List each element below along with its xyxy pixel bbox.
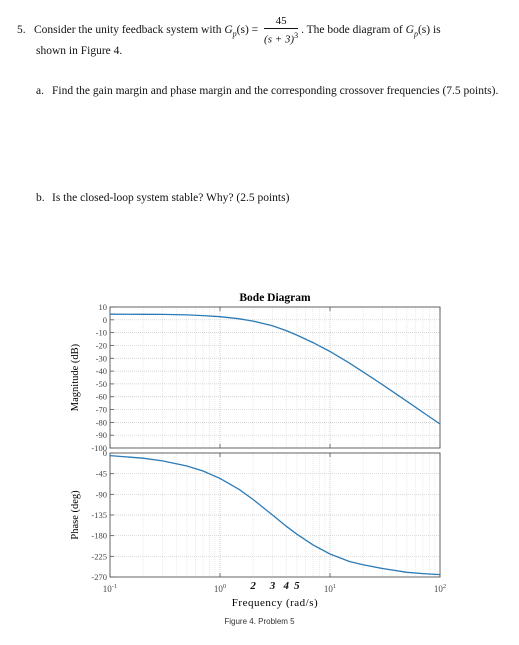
phase-y-tick-label: -225 — [91, 551, 107, 561]
magnitude-panel: 10 0 -10 -20 -30 -40 -50 -60 -70 -80 -90 -100 Magnit… — [70, 302, 441, 453]
x-tick-label: 100 — [214, 583, 226, 594]
magnitude-y-tick-label: -90 — [96, 430, 107, 440]
part-b-label: b. — [36, 192, 45, 204]
transfer-function-symbol: Gp — [224, 23, 237, 39]
magnitude-frame — [109, 306, 441, 449]
problem-statement-line1: 5. Consider the unity feedback system wit… — [17, 15, 512, 46]
handwritten-annotation: 3 — [269, 580, 276, 592]
part-a-text: Find the gain margin and phase margin an… — [52, 85, 499, 97]
phase-y-tick-label: -270 — [91, 572, 107, 582]
problem-number: 5. — [17, 23, 26, 36]
x-axis-label: Frequency (rad/s) — [232, 597, 318, 609]
phase-frame — [109, 452, 441, 578]
transfer-function-arg-2: (s) is — [417, 23, 441, 36]
transfer-function-fraction: 45 (s + 3)3 — [264, 15, 299, 46]
bode-diagram: Bode Diagram 100-10-20-30-40-50-60-70-80… — [70, 292, 446, 609]
problem-intro-after: . The bode diagram of — [301, 23, 403, 36]
problem-statement-line2: shown in Figure 4. — [36, 45, 123, 57]
magnitude-y-tick-label: 10 — [99, 302, 108, 312]
phase-y-axis-label: Phase (deg) — [70, 490, 81, 540]
transfer-function-symbol-2: Gp — [405, 23, 418, 39]
magnitude-y-tick-label: -80 — [96, 417, 107, 427]
phase-y-tick-label: -180 — [91, 531, 107, 541]
handwritten-annotation: 4 — [282, 580, 289, 592]
part-a: a. Find the gain margin and phase margin… — [36, 84, 506, 98]
magnitude-y-tick-label: -70 — [96, 405, 107, 415]
magnitude-y-tick-label: 0 — [103, 315, 107, 325]
transfer-function-arg: (s) = — [236, 23, 259, 36]
x-tick-label: 10-1 — [103, 583, 117, 594]
phase-series-line — [109, 454, 441, 576]
phase-y-tick-label: -90 — [96, 489, 107, 499]
handwritten-annotation: 5 — [294, 580, 300, 592]
magnitude-y-tick-label: -20 — [96, 340, 107, 350]
x-tick-label: 101 — [324, 583, 336, 594]
part-b-text: Is the closed-loop system stable? Why? (… — [52, 192, 290, 204]
part-b: b. Is the closed-loop system stable? Why?… — [36, 191, 289, 205]
magnitude-y-tick-label: -100 — [91, 443, 107, 453]
part-a-label: a. — [36, 85, 44, 97]
magnitude-y-tick-label: -50 — [96, 379, 107, 389]
magnitude-y-tick-label: -40 — [96, 366, 107, 376]
phase-y-tick-label: -45 — [96, 469, 107, 479]
magnitude-plot-area — [110, 307, 440, 448]
handwritten-annotation: 2 — [249, 580, 256, 592]
magnitude-y-tick-label: -30 — [96, 353, 107, 363]
problem-intro: Consider the unity feedback system with — [34, 23, 222, 36]
x-tick-label: 102 — [434, 583, 446, 594]
figure-caption: Figure 4. Problem 5 — [224, 617, 295, 626]
transfer-function-numerator: 45 — [264, 15, 299, 29]
phase-y-tick-label: 0 — [103, 448, 107, 458]
magnitude-y-axis-label: Magnitude (dB) — [70, 343, 81, 411]
magnitude-y-tick-label: -10 — [96, 328, 107, 338]
x-tick-labels: 10-1 100 101 102 — [103, 583, 446, 594]
phase-y-tick-label: -135 — [91, 510, 107, 520]
chart-title: Bode Diagram — [239, 292, 311, 304]
phase-panel: 0 -45 -90 -135 -180 -225 -270 Phase (deg) — [70, 448, 441, 582]
magnitude-y-tick-label: -60 — [96, 392, 107, 402]
transfer-function-denominator: (s + 3)3 — [264, 31, 299, 46]
magnitude-series-line — [109, 313, 441, 425]
